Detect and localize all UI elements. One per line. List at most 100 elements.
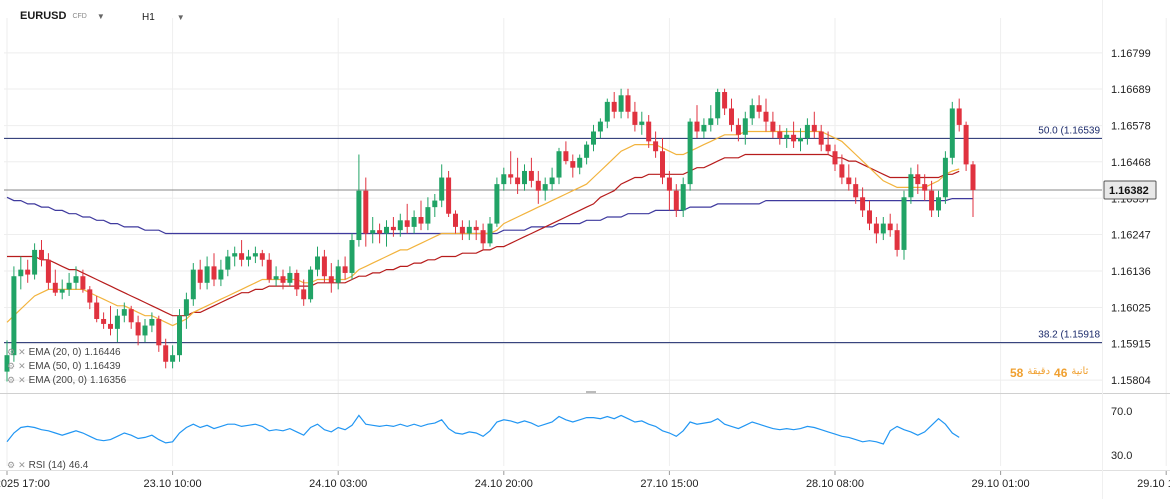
candle-body — [922, 184, 928, 191]
candle — [487, 217, 493, 247]
candle — [108, 305, 113, 336]
candle-body — [349, 240, 355, 273]
symbol-selector[interactable]: EURUSD CFD ▼ — [20, 10, 105, 22]
candle-body — [121, 309, 127, 316]
close-icon[interactable]: ✕ — [18, 347, 26, 357]
settings-icon[interactable]: ⚙ — [7, 361, 16, 371]
candle — [218, 259, 224, 287]
candle-body — [397, 220, 403, 231]
time-tick-label: 28.10 08:00 — [806, 478, 864, 490]
candle-body — [798, 138, 803, 142]
fib-level-label: 38.2 (1.15918 — [1038, 330, 1100, 341]
candle — [377, 223, 383, 244]
time-tick-label: 29.10 18:00 — [1137, 478, 1170, 490]
candle — [722, 88, 728, 116]
candle-body — [936, 197, 941, 211]
candle-body — [335, 266, 341, 283]
time-tick-label: 24.10 20:00 — [475, 478, 533, 490]
candle — [701, 118, 707, 139]
candle-body — [825, 144, 831, 152]
candle-body — [660, 151, 665, 178]
candle — [653, 131, 659, 158]
candle — [121, 302, 127, 323]
candle — [597, 118, 603, 139]
candle — [11, 266, 17, 362]
candle-body — [25, 269, 31, 275]
candle — [287, 266, 293, 287]
candle — [156, 315, 162, 352]
candle — [397, 213, 403, 237]
price-tick-label: 1.16689 — [1111, 84, 1151, 96]
candle — [735, 118, 741, 142]
indicator-label: EMA (20, 0) — [28, 347, 82, 358]
chevron-down-icon: ▼ — [176, 13, 185, 22]
close-icon[interactable]: ✕ — [18, 361, 26, 371]
candle — [535, 170, 541, 204]
countdown-minutes-label: دقيقة — [1027, 366, 1051, 377]
candle-body — [80, 276, 86, 290]
candle — [439, 164, 445, 208]
close-icon[interactable]: ✕ — [18, 375, 26, 385]
indicator-rsi[interactable]: ⚙ ✕ RSI (14) 46.4 — [7, 460, 88, 471]
candle-body — [156, 318, 162, 346]
candle-body — [204, 266, 210, 283]
candle-body — [680, 184, 686, 211]
candle-body — [749, 105, 755, 119]
candle-body — [804, 124, 810, 139]
candle-body — [791, 134, 797, 142]
time-tick-label: 22.10.2025 17:00 — [0, 478, 50, 490]
countdown-minutes: 58 — [1010, 366, 1024, 380]
candle-body — [411, 217, 417, 227]
candle-body — [73, 276, 79, 283]
candle-body — [556, 151, 562, 178]
candle-body — [453, 213, 458, 227]
settings-icon[interactable]: ⚙ — [7, 375, 16, 385]
candle-body — [873, 223, 879, 234]
candle-body — [377, 230, 383, 234]
candle — [473, 220, 479, 241]
close-icon[interactable]: ✕ — [18, 460, 26, 470]
time-tick-label: 29.10 01:00 — [972, 478, 1030, 490]
candle — [280, 269, 286, 290]
candle — [432, 193, 438, 218]
candle-body — [135, 322, 141, 336]
candle — [59, 279, 65, 300]
candle-body — [432, 200, 438, 208]
candle — [342, 256, 348, 280]
candle-body — [218, 269, 224, 280]
candle — [604, 98, 610, 129]
candle-body — [867, 210, 872, 224]
candle — [252, 246, 258, 264]
candle-body — [287, 272, 293, 283]
candle — [294, 269, 300, 296]
settings-icon[interactable]: ⚙ — [7, 347, 16, 357]
candle-body — [459, 226, 465, 234]
indicator-ema200[interactable]: ⚙ ✕ EMA (200, 0) 1.16356 — [7, 375, 126, 386]
candle-body — [32, 249, 38, 275]
candle — [356, 154, 362, 247]
candle-body — [708, 118, 714, 125]
price-tick-label: 1.16799 — [1111, 48, 1151, 60]
timeframe-selector[interactable]: H1 ▼ — [142, 12, 185, 23]
time-tick-label: 23.10 10:00 — [144, 478, 202, 490]
candle-body — [177, 315, 182, 356]
candle — [908, 167, 914, 204]
candle — [832, 144, 838, 171]
indicator-ema20[interactable]: ⚙ ✕ EMA (20, 0) 1.16446 — [7, 347, 121, 358]
candle-body — [418, 217, 424, 224]
candle — [839, 154, 845, 185]
candle — [204, 256, 210, 290]
indicator-ema50[interactable]: ⚙ ✕ EMA (50, 0) 1.16439 — [7, 361, 121, 372]
candle-body — [742, 118, 748, 135]
chevron-down-icon: ▼ — [96, 11, 105, 21]
candle — [39, 240, 44, 267]
candle — [225, 249, 231, 277]
candle — [956, 98, 962, 132]
candle — [45, 253, 51, 290]
settings-icon[interactable]: ⚙ — [7, 460, 16, 470]
candle — [246, 249, 251, 267]
candle — [763, 98, 769, 132]
candle-body — [308, 269, 314, 300]
candle — [549, 167, 555, 191]
